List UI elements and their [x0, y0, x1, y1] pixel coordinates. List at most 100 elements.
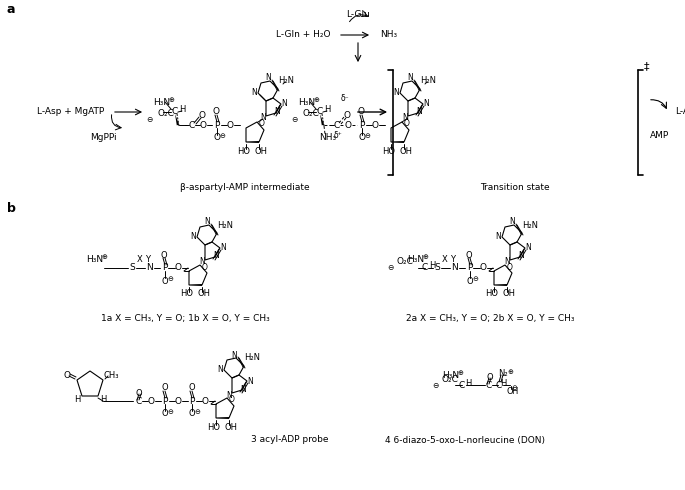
Text: AMP: AMP — [650, 130, 670, 140]
Text: O: O — [486, 372, 493, 382]
Text: ⊕: ⊕ — [457, 370, 463, 376]
Text: ⊕: ⊕ — [422, 254, 428, 260]
Text: H₂N: H₂N — [420, 76, 436, 85]
Text: L-Asn: L-Asn — [675, 107, 685, 117]
Text: C: C — [317, 107, 323, 117]
Polygon shape — [320, 114, 324, 125]
Text: O: O — [188, 410, 195, 418]
Text: N: N — [281, 99, 287, 108]
Text: N: N — [509, 218, 515, 226]
Text: HO: HO — [486, 290, 499, 298]
Text: O: O — [175, 396, 182, 406]
Text: ⊖: ⊖ — [387, 264, 393, 272]
Text: ⊕: ⊕ — [507, 369, 513, 375]
Text: N: N — [393, 89, 399, 98]
Text: O: O — [162, 410, 169, 418]
Text: H: H — [324, 105, 330, 115]
Text: N: N — [251, 89, 257, 98]
Text: ⊖: ⊖ — [291, 115, 297, 123]
Text: N: N — [226, 391, 232, 399]
Text: N: N — [495, 232, 501, 242]
Text: C: C — [459, 381, 465, 390]
Text: δ⁻: δ⁻ — [340, 95, 349, 103]
Text: N: N — [451, 264, 458, 272]
Text: ‡: ‡ — [643, 61, 649, 71]
Text: OH: OH — [225, 422, 238, 432]
Text: O₂C: O₂C — [303, 108, 320, 118]
Text: ⊕: ⊕ — [313, 97, 319, 103]
Text: S: S — [129, 264, 135, 272]
Text: O: O — [175, 264, 182, 272]
Text: N₂: N₂ — [498, 369, 508, 378]
Text: ⊕: ⊕ — [101, 254, 107, 260]
Text: C: C — [486, 381, 492, 390]
Text: O: O — [345, 121, 351, 129]
Text: O: O — [64, 370, 71, 379]
Text: OH: OH — [255, 147, 268, 155]
Text: N: N — [247, 376, 253, 386]
Polygon shape — [246, 141, 259, 143]
Text: L-Gln + H₂O: L-Gln + H₂O — [276, 30, 330, 40]
Text: NH₃: NH₃ — [380, 30, 397, 40]
Text: O: O — [358, 133, 366, 143]
Text: C: C — [496, 381, 502, 390]
Text: N: N — [518, 251, 524, 261]
Text: CH₃: CH₃ — [103, 370, 119, 379]
Text: N: N — [260, 114, 266, 122]
Text: HO: HO — [181, 290, 193, 298]
Text: N: N — [416, 107, 422, 117]
Text: N: N — [220, 244, 226, 252]
Text: O: O — [358, 107, 364, 117]
Text: N: N — [217, 366, 223, 374]
Text: N: N — [402, 114, 408, 122]
Text: O₂C: O₂C — [442, 374, 459, 384]
Text: O: O — [212, 107, 219, 117]
Text: C: C — [172, 107, 178, 117]
Text: H₃N: H₃N — [407, 255, 424, 265]
Polygon shape — [216, 417, 229, 419]
Text: H₃N: H₃N — [86, 255, 103, 265]
Text: H: H — [179, 105, 185, 115]
Text: O: O — [258, 120, 264, 128]
Text: L-Asp + MgATP: L-Asp + MgATP — [37, 107, 104, 117]
Text: N: N — [213, 251, 219, 261]
Text: N: N — [204, 218, 210, 226]
Text: P: P — [162, 264, 168, 272]
Text: O: O — [161, 250, 167, 260]
Text: O: O — [466, 250, 473, 260]
Text: O: O — [201, 396, 208, 406]
Text: O: O — [229, 395, 234, 405]
Text: H₃N: H₃N — [153, 98, 170, 107]
Text: H: H — [429, 262, 435, 270]
Text: H₃N: H₃N — [442, 371, 459, 381]
Text: O: O — [371, 121, 379, 129]
Polygon shape — [494, 284, 507, 286]
Text: NH₃: NH₃ — [319, 133, 336, 143]
Text: ⊖: ⊖ — [511, 385, 517, 391]
Text: Transition state: Transition state — [480, 183, 550, 193]
Text: ⊖: ⊖ — [364, 133, 370, 139]
Text: O: O — [162, 276, 169, 286]
Text: δ⁺: δ⁺ — [334, 130, 342, 140]
Text: N: N — [199, 258, 205, 267]
Text: P: P — [214, 121, 220, 129]
Polygon shape — [175, 114, 179, 125]
Text: N: N — [147, 264, 153, 272]
Text: C: C — [334, 121, 340, 129]
Text: OH: OH — [197, 290, 210, 298]
Text: N: N — [504, 258, 510, 267]
Text: N: N — [525, 244, 531, 252]
Text: N: N — [265, 74, 271, 82]
Text: H₂N: H₂N — [217, 220, 233, 229]
Text: b: b — [7, 201, 16, 215]
Text: ⊖: ⊖ — [219, 133, 225, 139]
Text: MgPPi: MgPPi — [90, 133, 116, 143]
Text: H: H — [74, 394, 80, 403]
Text: O: O — [199, 112, 205, 121]
Text: O: O — [214, 133, 221, 143]
Text: X: X — [137, 255, 143, 265]
Text: O: O — [199, 121, 206, 129]
Text: H₂N: H₂N — [244, 353, 260, 363]
Text: N: N — [231, 350, 237, 360]
Text: N: N — [423, 99, 429, 108]
